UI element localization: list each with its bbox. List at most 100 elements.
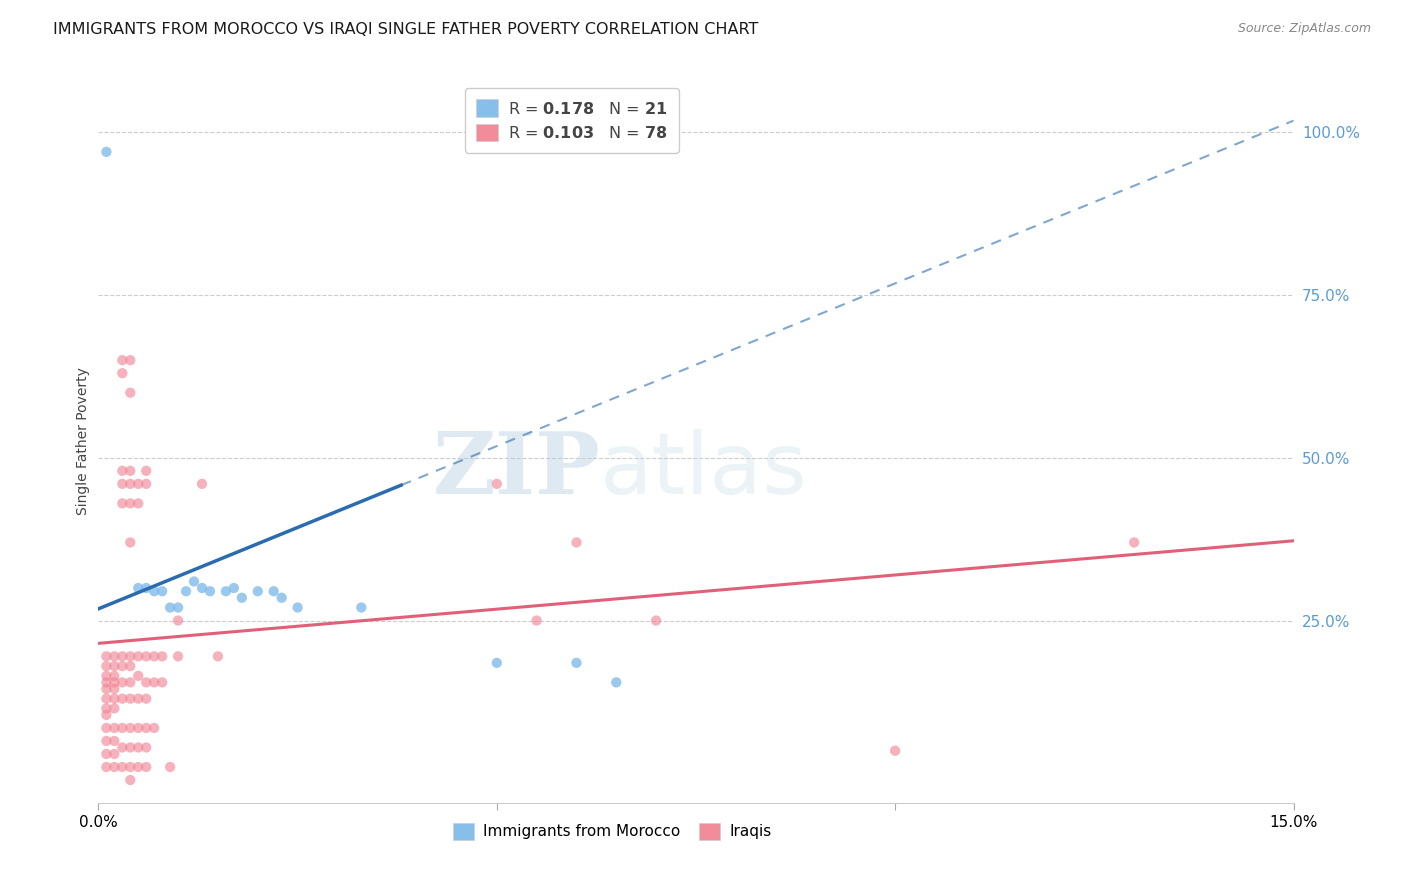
Point [135,581,157,595]
Point [96,669,118,683]
Point [96,760,118,774]
Point [103,669,125,683]
Point [263,584,285,599]
Point [111,366,134,380]
Point [111,649,134,664]
Point [127,669,149,683]
Point [96,145,118,159]
Point [135,691,157,706]
Point [120,691,142,706]
Point [111,691,134,706]
Point [159,760,181,774]
Text: IMMIGRANTS FROM MOROCCO VS IRAQI SINGLE FATHER POVERTY CORRELATION CHART: IMMIGRANTS FROM MOROCCO VS IRAQI SINGLE … [53,22,759,37]
Point [135,740,157,755]
Point [96,659,118,673]
Point [645,614,668,628]
Point [191,581,214,595]
Point [120,496,142,510]
Point [96,734,118,748]
Point [120,675,142,690]
Point [111,740,134,755]
Point [215,584,238,599]
Legend: Immigrants from Morocco, Iraqis: Immigrants from Morocco, Iraqis [446,815,779,847]
Point [120,353,142,368]
Point [111,464,134,478]
Point [884,744,907,758]
Point [103,734,125,748]
Point [96,707,118,722]
Point [120,740,142,755]
Point [96,721,118,735]
Point [159,600,181,615]
Point [111,496,134,510]
Text: atlas: atlas [600,429,808,512]
Y-axis label: Single Father Poverty: Single Father Poverty [76,368,90,516]
Point [120,535,142,549]
Point [96,681,118,696]
Point [103,681,125,696]
Point [111,760,134,774]
Point [565,656,588,670]
Point [150,675,173,690]
Point [191,476,214,491]
Point [120,649,142,664]
Point [135,721,157,735]
Point [120,772,142,787]
Point [605,675,627,690]
Point [103,701,125,715]
Point [127,581,149,595]
Point [103,760,125,774]
Point [111,659,134,673]
Point [103,691,125,706]
Point [135,649,157,664]
Point [135,464,157,478]
Point [135,476,157,491]
Point [111,721,134,735]
Point [127,496,149,510]
Point [1123,535,1146,549]
Point [103,721,125,735]
Point [485,476,508,491]
Point [120,476,142,491]
Point [167,600,190,615]
Point [103,659,125,673]
Point [143,649,166,664]
Point [127,721,149,735]
Point [222,581,245,595]
Point [174,584,197,599]
Point [127,740,149,755]
Point [287,600,309,615]
Point [120,659,142,673]
Point [231,591,253,605]
Point [127,476,149,491]
Point [96,701,118,715]
Point [111,476,134,491]
Point [103,649,125,664]
Point [96,691,118,706]
Point [207,649,229,664]
Point [143,584,166,599]
Point [143,675,166,690]
Point [120,760,142,774]
Text: ZIP: ZIP [433,428,600,512]
Point [120,721,142,735]
Point [135,675,157,690]
Point [167,614,190,628]
Point [246,584,269,599]
Point [143,721,166,735]
Point [526,614,548,628]
Point [565,535,588,549]
Point [120,464,142,478]
Point [485,656,508,670]
Point [96,649,118,664]
Point [96,747,118,761]
Point [111,353,134,368]
Point [135,760,157,774]
Text: Source: ZipAtlas.com: Source: ZipAtlas.com [1237,22,1371,36]
Point [127,691,149,706]
Point [127,649,149,664]
Point [350,600,373,615]
Point [103,675,125,690]
Point [150,649,173,664]
Point [183,574,205,589]
